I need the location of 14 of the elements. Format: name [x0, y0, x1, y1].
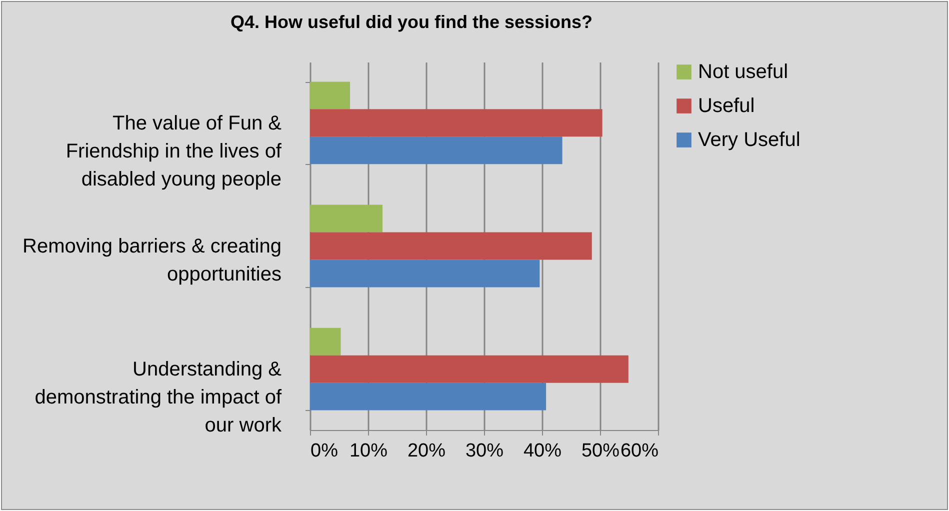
y-tick-label: Removing barriers & creating opportunities [22, 236, 282, 286]
legend-label: Useful [698, 95, 755, 117]
y-tick-label: The value of Fun & Friendship in the lives of disabled young people [66, 112, 282, 190]
x-tick-label: 40% [523, 440, 562, 462]
x-tick-label: 0% [310, 440, 338, 462]
x-tick-label: 10% [349, 440, 388, 462]
legend-label: Not useful [698, 61, 788, 83]
x-tick-label: 30% [465, 440, 504, 462]
x-tick-label: 50% [581, 440, 620, 462]
chart-title: Q4. How useful did you find the sessions? [230, 12, 593, 32]
legend-label: Very Useful [698, 129, 800, 151]
y-tick-label: Understanding & demonstrating the impact of our work [34, 358, 282, 437]
x-tick-label: 20% [407, 440, 446, 462]
x-tick-label: 60% [620, 440, 659, 462]
